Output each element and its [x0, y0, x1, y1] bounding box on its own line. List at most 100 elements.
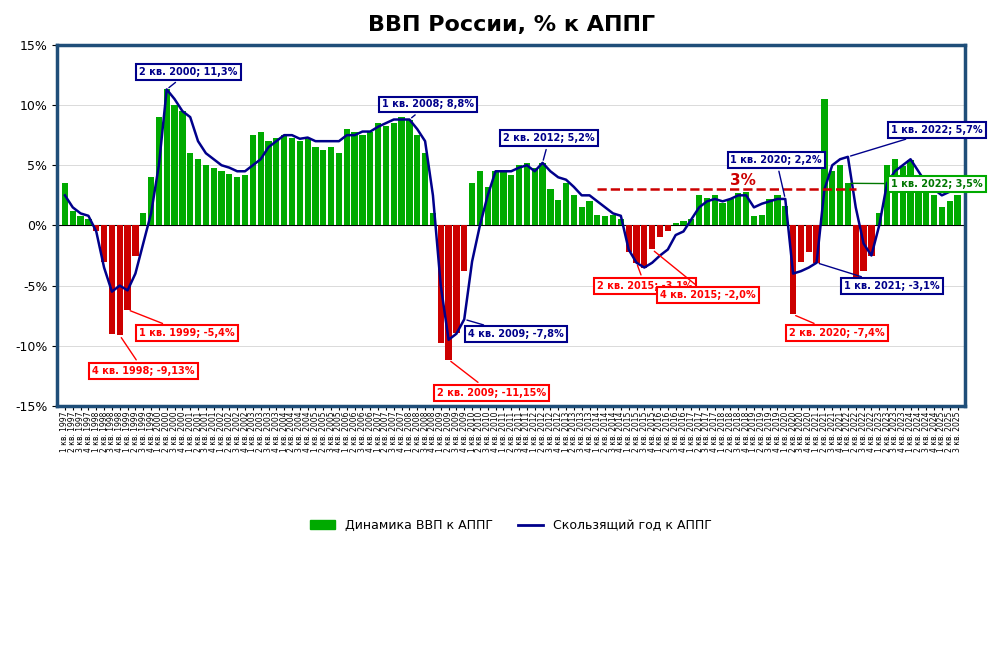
Bar [782, 206, 788, 225]
Bar [516, 165, 522, 225]
Bar [853, 225, 859, 280]
Bar [602, 215, 608, 225]
Bar [626, 225, 632, 252]
Bar [140, 214, 146, 225]
Bar [524, 163, 530, 225]
Bar [947, 202, 953, 225]
Bar [633, 225, 640, 262]
Text: 1 кв. 2020; 2,2%: 1 кв. 2020; 2,2% [731, 155, 823, 196]
Bar [446, 225, 452, 360]
Bar [391, 123, 397, 225]
Bar [735, 193, 742, 225]
Bar [493, 171, 499, 225]
Bar [766, 199, 773, 225]
Bar [398, 117, 405, 225]
Text: 1 кв. 2022; 5,7%: 1 кв. 2022; 5,7% [851, 125, 983, 156]
Bar [234, 177, 240, 225]
Bar [696, 196, 703, 225]
Bar [485, 187, 491, 225]
Bar [226, 174, 233, 225]
Bar [899, 167, 906, 225]
Bar [680, 221, 686, 225]
Bar [562, 183, 570, 225]
Text: 1 кв. 2008; 8,8%: 1 кв. 2008; 8,8% [382, 99, 474, 118]
Bar [688, 219, 695, 225]
Bar [250, 135, 256, 225]
Bar [892, 159, 898, 225]
Bar [78, 215, 84, 225]
Text: 2 кв. 2020; -7,4%: 2 кв. 2020; -7,4% [789, 315, 885, 338]
Bar [477, 171, 483, 225]
Bar [664, 225, 671, 231]
Bar [437, 225, 444, 343]
Bar [61, 183, 69, 225]
Bar [454, 225, 460, 332]
Bar [861, 225, 867, 271]
Text: 3%: 3% [731, 173, 756, 188]
Bar [375, 123, 381, 225]
Bar [352, 132, 358, 225]
Bar [830, 171, 836, 225]
Bar [281, 135, 287, 225]
Bar [813, 225, 820, 262]
Bar [728, 199, 734, 225]
Bar [163, 89, 169, 225]
Text: 4 кв. 2015; -2,0%: 4 кв. 2015; -2,0% [654, 251, 756, 299]
Bar [93, 225, 100, 231]
Bar [109, 225, 115, 334]
Bar [618, 219, 624, 225]
Bar [923, 188, 929, 225]
Bar [876, 214, 882, 225]
Text: 4 кв. 1998; -9,13%: 4 кв. 1998; -9,13% [93, 338, 195, 376]
Bar [219, 171, 225, 225]
Bar [171, 105, 177, 225]
Bar [203, 165, 209, 225]
Bar [461, 225, 468, 271]
Bar [336, 153, 342, 225]
Text: 2 кв. 2009; -11,15%: 2 кв. 2009; -11,15% [436, 362, 546, 398]
Bar [429, 214, 436, 225]
Bar [672, 223, 678, 225]
Bar [508, 175, 514, 225]
Text: 2 кв. 2012; 5,2%: 2 кв. 2012; 5,2% [503, 133, 595, 160]
Bar [845, 183, 851, 225]
Text: 2 кв. 2000; 11,3%: 2 кв. 2000; 11,3% [139, 67, 238, 88]
Bar [641, 225, 647, 268]
Bar [211, 168, 217, 225]
Bar [938, 208, 944, 225]
Bar [328, 147, 335, 225]
Bar [555, 200, 561, 225]
Bar [367, 132, 373, 225]
Bar [406, 120, 412, 225]
Bar [195, 159, 202, 225]
Bar [304, 139, 310, 225]
Bar [422, 153, 428, 225]
Bar [884, 165, 890, 225]
Bar [383, 126, 389, 225]
Bar [242, 175, 248, 225]
Bar [469, 183, 475, 225]
Bar [539, 163, 545, 225]
Text: 2 кв. 2015; -3,1%: 2 кв. 2015; -3,1% [598, 265, 692, 292]
Bar [273, 137, 279, 225]
Bar [289, 137, 295, 225]
Text: 1 кв. 1999; -5,4%: 1 кв. 1999; -5,4% [130, 311, 235, 338]
Bar [86, 219, 92, 225]
Bar [805, 225, 811, 252]
Text: 4 кв. 2009; -7,8%: 4 кв. 2009; -7,8% [467, 320, 563, 339]
Bar [790, 225, 796, 315]
Bar [571, 196, 577, 225]
Title: ВВП России, % к АППГ: ВВП России, % к АППГ [368, 15, 655, 35]
Bar [312, 147, 319, 225]
Bar [257, 132, 264, 225]
Bar [359, 135, 366, 225]
Bar [751, 215, 757, 225]
Bar [148, 177, 154, 225]
Bar [179, 111, 185, 225]
Bar [797, 225, 804, 262]
Bar [265, 141, 271, 225]
Bar [868, 225, 875, 256]
Bar [774, 196, 780, 225]
Bar [704, 198, 710, 225]
Legend: Динамика ВВП к АППГ, Скользящий год к АППГ: Динамика ВВП к АППГ, Скользящий год к АП… [305, 514, 717, 537]
